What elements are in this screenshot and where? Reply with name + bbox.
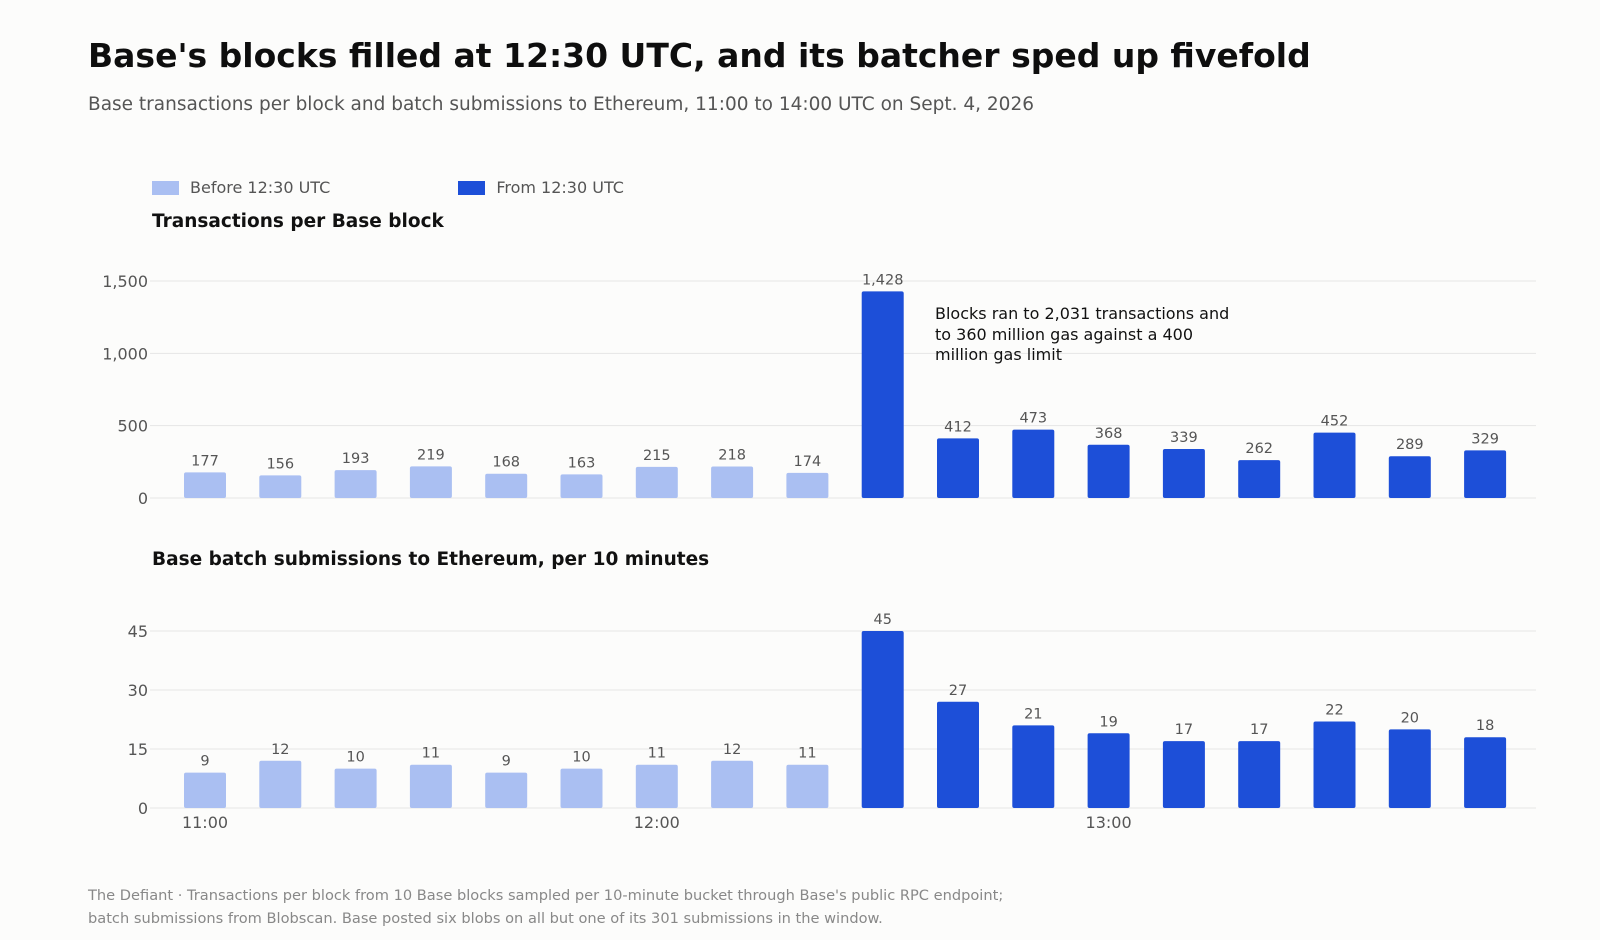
batch-xtick-label: 13:00 — [1086, 813, 1132, 832]
batch-value-label: 10 — [346, 750, 364, 766]
batch-value-label: 11 — [648, 746, 666, 762]
batch-bar — [635, 764, 678, 808]
batch-value-label: 11 — [422, 746, 440, 762]
transactions-bar — [334, 470, 377, 498]
transactions-value-label: 262 — [1245, 441, 1273, 457]
source-note-line-1: The Defiant · Transactions per block fro… — [88, 887, 1004, 904]
batch-bar — [786, 764, 829, 808]
transactions-value-label: 168 — [492, 455, 520, 471]
batch-bar — [560, 768, 603, 808]
batch-bar — [861, 631, 904, 808]
transactions-ytick-label: 0 — [138, 489, 148, 508]
legend-swatch-before — [152, 180, 179, 195]
batch-value-label: 17 — [1250, 722, 1268, 738]
batch-value-label: 27 — [949, 683, 967, 699]
transactions-bar — [635, 466, 678, 498]
transactions-bar — [1464, 450, 1507, 498]
transactions-bar — [485, 473, 528, 498]
batch-ytick-label: 45 — [128, 622, 148, 641]
legend: Before 12:30 UTC From 12:30 UTC — [152, 178, 624, 197]
batch-bar — [485, 772, 528, 808]
legend-label-from: From 12:30 UTC — [496, 178, 624, 197]
batch-value-label: 11 — [798, 746, 816, 762]
legend-swatch-from — [458, 180, 486, 195]
transactions-value-label: 193 — [342, 451, 370, 467]
batch-bar — [937, 701, 979, 808]
panel-title-batch-submissions: Base batch submissions to Ethereum, per … — [152, 549, 710, 570]
transactions-bar — [560, 474, 603, 498]
batch-value-label: 17 — [1175, 722, 1193, 738]
batch-ytick-label: 30 — [128, 681, 148, 700]
batch-bar — [334, 768, 377, 808]
transactions-value-label: 473 — [1019, 411, 1047, 427]
batch-value-label: 12 — [271, 742, 289, 758]
legend-item-before: Before 12:30 UTC — [152, 178, 330, 197]
transactions-value-label: 329 — [1471, 431, 1499, 447]
chart-subtitle: Base transactions per block and batch su… — [88, 94, 1034, 115]
transactions-value-label: 339 — [1170, 430, 1198, 446]
batch-value-label: 9 — [200, 754, 209, 770]
source-note: The Defiant · Transactions per block fro… — [88, 884, 1288, 930]
transactions-bar — [1087, 444, 1130, 498]
transactions-bar — [786, 472, 829, 498]
batch-bar — [409, 764, 452, 808]
transactions-value-label: 215 — [643, 448, 671, 464]
transactions-bar — [1388, 456, 1431, 498]
legend-item-from: From 12:30 UTC — [458, 178, 624, 197]
batch-bar — [711, 760, 754, 808]
transactions-ytick-label: 1,000 — [102, 344, 148, 363]
batch-bar — [184, 772, 226, 808]
batch-value-label: 21 — [1024, 706, 1042, 722]
transactions-bar — [1162, 448, 1205, 498]
batch-xtick-label: 11:00 — [182, 813, 228, 832]
batch-value-label: 20 — [1401, 710, 1419, 726]
transactions-ytick-label: 500 — [117, 417, 148, 436]
batch-bar — [1012, 725, 1055, 808]
transactions-value-label: 156 — [266, 456, 294, 472]
transactions-value-label: 289 — [1396, 437, 1424, 453]
transactions-bar — [711, 466, 754, 498]
batch-bar — [1388, 729, 1431, 808]
transactions-value-label: 412 — [944, 419, 972, 435]
transactions-value-label: 163 — [568, 455, 596, 471]
transactions-value-label: 219 — [417, 447, 445, 463]
batch-value-label: 45 — [873, 612, 891, 628]
batch-bar — [1087, 733, 1130, 808]
batch-value-label: 18 — [1476, 718, 1494, 734]
transactions-value-label: 218 — [718, 447, 746, 463]
annotation-block-capacity: Blocks ran to 2,031 transactions and to … — [935, 304, 1230, 364]
batch-bar — [1162, 741, 1205, 808]
chart-title: Base's blocks filled at 12:30 UTC, and i… — [88, 36, 1311, 75]
transactions-value-label: 452 — [1321, 414, 1349, 430]
transactions-bar — [1012, 429, 1055, 498]
batch-bar — [1464, 737, 1507, 808]
source-note-line-2: batch submissions from Blobscan. Base po… — [88, 910, 883, 927]
legend-label-before: Before 12:30 UTC — [190, 178, 331, 197]
batch-value-label: 10 — [572, 750, 590, 766]
transactions-bar — [409, 466, 452, 498]
batch-value-label: 12 — [723, 742, 741, 758]
transactions-bar — [184, 472, 226, 498]
batch-bar — [1238, 741, 1281, 808]
batch-ytick-label: 15 — [128, 740, 148, 759]
transactions-bar — [1238, 460, 1281, 498]
batch-bar — [1313, 721, 1356, 808]
transactions-bar — [937, 438, 979, 498]
transactions-bar — [259, 475, 302, 498]
panel-title-transactions: Transactions per Base block — [152, 211, 444, 232]
transactions-value-label: 177 — [191, 453, 219, 469]
transactions-bar — [861, 291, 904, 498]
transactions-value-label: 174 — [794, 454, 822, 470]
batch-ytick-label: 0 — [138, 799, 148, 818]
batch-value-label: 19 — [1099, 714, 1117, 730]
batch-bar — [259, 760, 302, 808]
batch-value-label: 9 — [502, 754, 511, 770]
transactions-value-label: 368 — [1095, 426, 1123, 442]
batch-xtick-label: 12:00 — [634, 813, 680, 832]
batch-value-label: 22 — [1325, 702, 1343, 718]
transactions-ytick-label: 1,500 — [102, 272, 148, 291]
transactions-value-label: 1,428 — [862, 272, 904, 288]
transactions-bar — [1313, 432, 1356, 498]
